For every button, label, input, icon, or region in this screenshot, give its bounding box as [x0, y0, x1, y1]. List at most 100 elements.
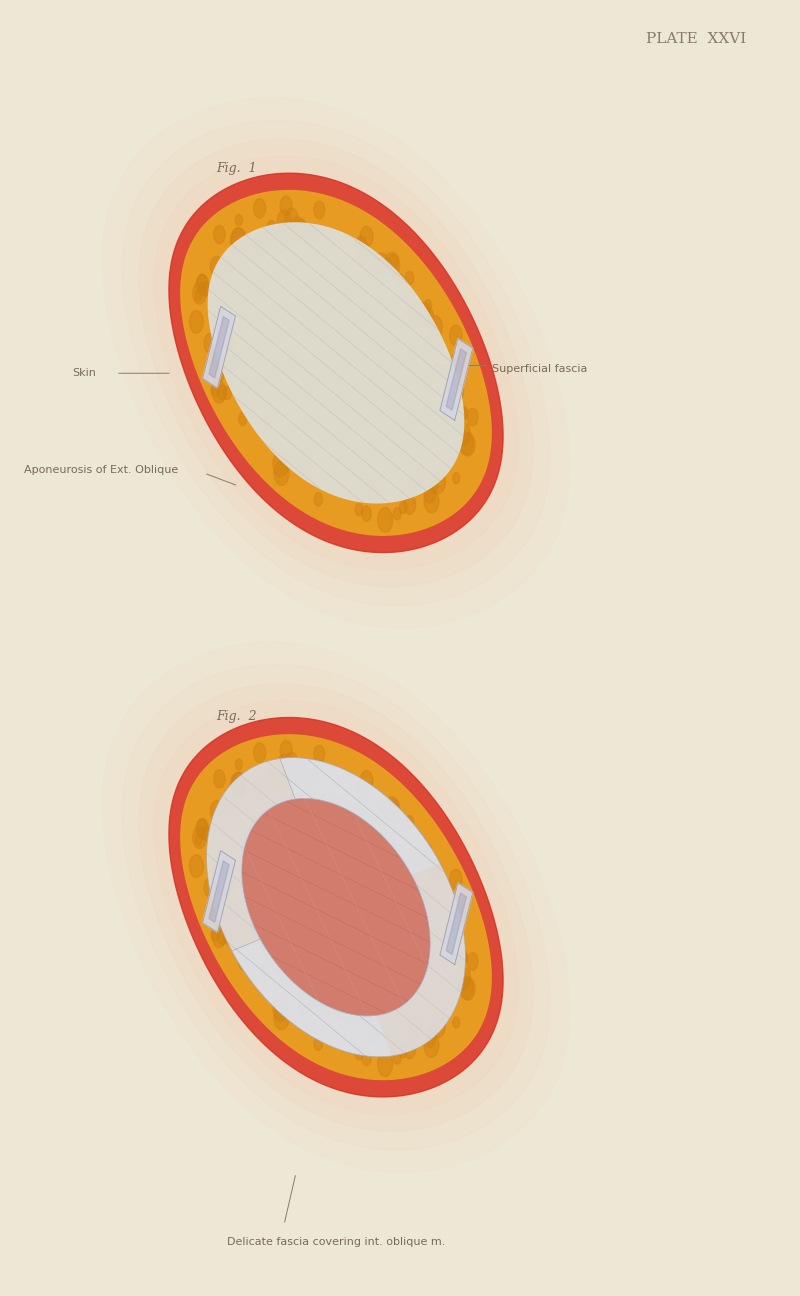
Polygon shape: [154, 156, 518, 570]
Circle shape: [424, 489, 439, 513]
Circle shape: [406, 271, 414, 285]
Circle shape: [408, 302, 421, 323]
Circle shape: [384, 797, 400, 822]
Circle shape: [428, 859, 442, 883]
Circle shape: [254, 198, 266, 218]
Circle shape: [210, 883, 226, 907]
Polygon shape: [169, 718, 503, 1096]
Circle shape: [314, 1037, 322, 1050]
Circle shape: [456, 406, 466, 424]
Circle shape: [394, 508, 401, 520]
Circle shape: [461, 433, 475, 456]
Circle shape: [262, 417, 271, 433]
Circle shape: [254, 231, 270, 257]
Circle shape: [456, 950, 466, 968]
Polygon shape: [181, 191, 491, 535]
Circle shape: [457, 422, 470, 445]
Circle shape: [416, 302, 430, 327]
Circle shape: [407, 469, 422, 494]
Circle shape: [467, 408, 478, 426]
Circle shape: [378, 1052, 393, 1077]
Circle shape: [366, 481, 378, 500]
Circle shape: [275, 774, 290, 797]
Circle shape: [212, 906, 225, 927]
Circle shape: [228, 358, 238, 373]
Text: Fig.  1: Fig. 1: [216, 162, 257, 175]
Circle shape: [222, 880, 235, 902]
Circle shape: [285, 752, 298, 774]
Circle shape: [274, 1006, 289, 1030]
Circle shape: [404, 1039, 416, 1059]
Circle shape: [399, 1046, 407, 1058]
Circle shape: [267, 765, 276, 779]
Circle shape: [444, 931, 459, 955]
Circle shape: [389, 798, 398, 814]
Circle shape: [374, 797, 389, 822]
Polygon shape: [446, 893, 466, 955]
Circle shape: [224, 259, 233, 273]
Polygon shape: [209, 861, 229, 923]
Circle shape: [210, 312, 224, 334]
Circle shape: [355, 1048, 362, 1060]
Circle shape: [231, 772, 246, 796]
Polygon shape: [102, 642, 570, 1173]
Circle shape: [219, 826, 226, 836]
Circle shape: [214, 226, 225, 244]
Circle shape: [210, 801, 223, 822]
Circle shape: [230, 228, 246, 253]
Circle shape: [275, 229, 290, 253]
Circle shape: [424, 1033, 439, 1058]
Text: Fig.  2: Fig. 2: [216, 710, 257, 723]
Circle shape: [197, 819, 207, 835]
Circle shape: [212, 925, 226, 947]
Circle shape: [425, 299, 431, 311]
Circle shape: [280, 740, 292, 759]
Polygon shape: [440, 883, 473, 964]
Polygon shape: [122, 121, 550, 605]
Circle shape: [218, 929, 227, 945]
Polygon shape: [169, 174, 503, 552]
Circle shape: [407, 1013, 422, 1038]
Circle shape: [389, 254, 398, 270]
Circle shape: [277, 754, 291, 776]
Circle shape: [453, 960, 460, 971]
Text: Superficial fascia: Superficial fascia: [492, 364, 587, 375]
Circle shape: [314, 492, 322, 505]
Circle shape: [450, 381, 463, 403]
Circle shape: [219, 281, 226, 292]
Circle shape: [238, 412, 247, 425]
Circle shape: [442, 949, 450, 964]
Circle shape: [453, 416, 460, 426]
Text: Aponeurosis of Ext. Oblique: Aponeurosis of Ext. Oblique: [24, 465, 178, 476]
Text: Delicate fascia covering int. oblique m.: Delicate fascia covering int. oblique m.: [227, 1236, 445, 1247]
Circle shape: [254, 743, 266, 762]
Circle shape: [450, 325, 462, 346]
Circle shape: [430, 1025, 438, 1038]
Circle shape: [202, 283, 210, 297]
Circle shape: [314, 201, 325, 219]
Polygon shape: [139, 683, 533, 1131]
Polygon shape: [181, 735, 491, 1080]
Polygon shape: [208, 222, 464, 504]
Circle shape: [450, 870, 462, 890]
Circle shape: [355, 504, 362, 516]
Circle shape: [290, 218, 306, 242]
Circle shape: [460, 406, 468, 419]
Circle shape: [378, 508, 393, 533]
Polygon shape: [209, 316, 229, 378]
Circle shape: [362, 505, 371, 521]
Circle shape: [210, 857, 224, 879]
Circle shape: [374, 253, 389, 277]
Circle shape: [254, 775, 270, 801]
Circle shape: [314, 745, 325, 763]
Circle shape: [223, 931, 231, 943]
Circle shape: [394, 1052, 401, 1064]
Circle shape: [231, 228, 246, 251]
Circle shape: [358, 791, 370, 810]
Circle shape: [355, 780, 366, 798]
Polygon shape: [122, 665, 550, 1150]
Circle shape: [290, 762, 306, 787]
Circle shape: [453, 473, 459, 483]
Circle shape: [430, 481, 438, 494]
Circle shape: [461, 977, 475, 1001]
